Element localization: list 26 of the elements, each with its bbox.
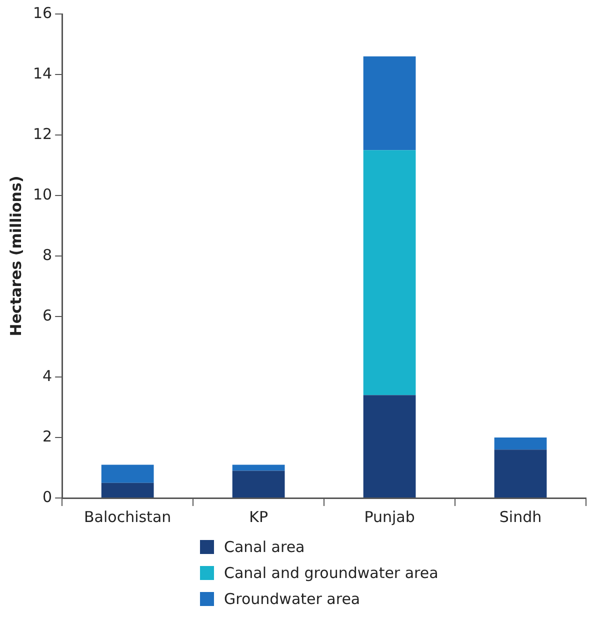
x-tick-label: Sindh [499, 508, 542, 526]
y-tick-label: 10 [32, 185, 52, 204]
legend-label: Groundwater area [224, 590, 360, 608]
bar [101, 482, 154, 498]
legend-label: Canal and groundwater area [224, 564, 438, 582]
y-tick-label: 8 [42, 246, 52, 264]
bar [494, 450, 547, 498]
bar [494, 438, 547, 450]
y-tick-label: 12 [32, 124, 52, 143]
y-tick-label: 2 [42, 427, 52, 446]
bar [363, 56, 416, 150]
y-tick-label: 6 [42, 306, 52, 324]
bar [232, 464, 285, 471]
y-tick-label: 14 [32, 64, 52, 82]
x-tick-label: Punjab [364, 508, 415, 526]
bar [363, 150, 416, 396]
x-tick-label: KP [249, 508, 268, 526]
bar [363, 395, 416, 498]
y-tick-label: 16 [32, 4, 52, 22]
x-tick-label: Balochistan [84, 508, 172, 526]
y-axis-title: Hectares (millions) [6, 176, 25, 336]
y-tick-label: 0 [42, 488, 52, 506]
y-tick-label: 4 [42, 366, 52, 385]
bar [232, 470, 285, 498]
bar [101, 464, 154, 483]
legend-label: Canal area [224, 538, 305, 556]
